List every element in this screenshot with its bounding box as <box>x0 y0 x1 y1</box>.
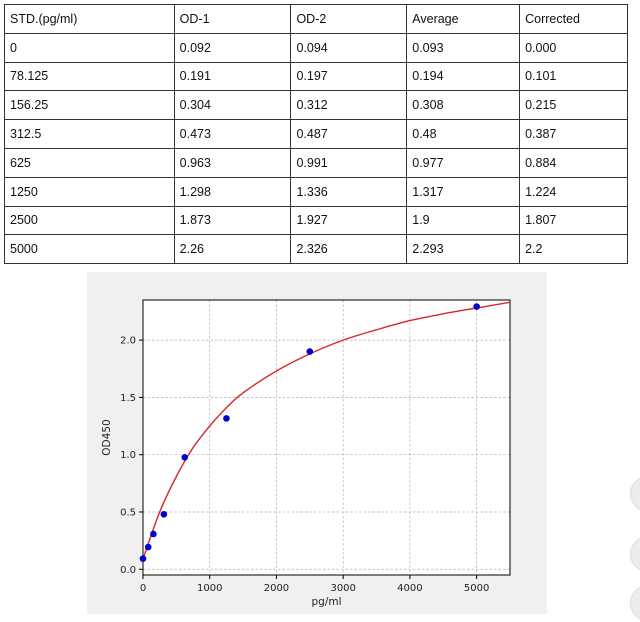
y-tick-label: 0.0 <box>120 565 136 576</box>
x-tick-label: 5000 <box>464 583 489 594</box>
table-cell: 0.092 <box>173 32 292 63</box>
x-tick-label: 2000 <box>264 583 289 594</box>
table-cell: 1.224 <box>519 176 628 207</box>
table-cell: 1.298 <box>173 176 292 207</box>
table-cell: 0.304 <box>173 90 292 121</box>
table-cell: 0.308 <box>406 90 521 121</box>
x-tick-label: 4000 <box>397 583 422 594</box>
x-axis-label: pg/ml <box>311 596 341 608</box>
table-cell: 156.25 <box>4 90 175 121</box>
table-cell: 1.317 <box>406 176 521 207</box>
data-point <box>144 543 152 551</box>
table-cell: 0.963 <box>173 147 292 178</box>
table-header-cell: OD-1 <box>173 4 292 34</box>
table-cell: 78.125 <box>4 61 175 92</box>
x-tick-label: 1000 <box>197 583 222 594</box>
table-cell: 1.873 <box>173 205 292 236</box>
table-cell: 1.336 <box>290 176 408 207</box>
plot-area <box>143 300 510 575</box>
table-cell: 5000 <box>4 234 175 265</box>
edge-circle-1 <box>630 476 640 512</box>
table-cell: 0.473 <box>173 119 292 149</box>
table-cell: 2.2 <box>519 234 628 265</box>
x-tick-label: 0 <box>140 583 146 594</box>
table-header-cell: Corrected <box>519 4 628 34</box>
table-cell: 0.191 <box>173 61 292 92</box>
table-cell: 1.9 <box>406 205 521 236</box>
table-header-cell: OD-2 <box>290 4 408 34</box>
standard-curve-chart-panel: 0 1000 2000 3000 4000 5000 0.0 0.5 1.0 1.5 2.0 pg/m… <box>87 272 547 614</box>
plot-frame <box>142 299 511 576</box>
standard-curve-table: STD.(pg/ml) OD-1 OD-2 Average Corrected 0 0.09… <box>4 4 628 265</box>
y-tick-label: 0.5 <box>120 507 136 518</box>
table-cell: 0.884 <box>519 147 628 178</box>
x-tick-label: 3000 <box>330 583 355 594</box>
table-cell: 0.194 <box>406 61 521 92</box>
table-cell: 0.093 <box>406 32 521 63</box>
y-axis-label: OD450 <box>101 419 113 455</box>
table-header-cell: Average <box>406 4 521 34</box>
table-cell: 0.387 <box>519 119 628 149</box>
data-point <box>181 454 189 461</box>
table-cell: 0 <box>4 32 175 63</box>
y-tick-label: 2.0 <box>120 336 136 347</box>
data-point <box>223 415 230 422</box>
standard-curve-chart: 0 1000 2000 3000 4000 5000 0.0 0.5 1.0 1.5 2.0 pg/m… <box>101 299 511 608</box>
table-row: 625 0.963 0.991 0.977 0.884 <box>4 147 628 178</box>
data-point <box>150 530 157 538</box>
table-cell: 2.26 <box>173 234 292 265</box>
table-cell: 0.991 <box>290 147 408 178</box>
table-row: 312.5 0.473 0.487 0.48 0.387 <box>4 119 628 149</box>
data-point <box>160 510 168 518</box>
table-row: 5000 2.26 2.326 2.293 2.2 <box>4 234 628 265</box>
table-cell: 0.312 <box>290 90 408 121</box>
table-cell: 1.807 <box>519 205 628 236</box>
table-cell: 2.293 <box>406 234 521 265</box>
edge-circle-2 <box>630 536 640 572</box>
table-cell: 0.101 <box>519 61 628 92</box>
table-cell: 0.215 <box>519 90 628 121</box>
table-cell: 2.326 <box>290 234 408 265</box>
table-cell: 0.094 <box>290 32 408 63</box>
y-tick-label: 1.5 <box>120 393 136 404</box>
table-row: 78.125 0.191 0.197 0.194 0.101 <box>4 61 628 92</box>
table-cell: 0.487 <box>290 119 408 149</box>
table-cell: 1250 <box>4 176 175 207</box>
data-point <box>139 555 147 562</box>
table-row: 0 0.092 0.094 0.093 0.000 <box>4 32 628 63</box>
table-cell: 0.48 <box>406 119 521 149</box>
table-header-row: STD.(pg/ml) OD-1 OD-2 Average Corrected <box>4 4 628 34</box>
table-row: 1250 1.298 1.336 1.317 1.224 <box>4 176 628 207</box>
table-row: 156.25 0.304 0.312 0.308 0.215 <box>4 90 628 121</box>
table-cell: 0.977 <box>406 147 521 178</box>
table-header-cell: STD.(pg/ml) <box>4 4 175 34</box>
data-point <box>473 303 480 310</box>
fit-curve-line <box>142 301 511 560</box>
data-point <box>306 348 314 355</box>
y-tick-label: 1.0 <box>120 450 136 461</box>
edge-circle-3 <box>630 585 640 621</box>
table-cell: 625 <box>4 147 175 178</box>
table-cell: 312.5 <box>4 119 175 149</box>
table-row: 2500 1.873 1.927 1.9 1.807 <box>4 205 628 236</box>
table-cell: 1.927 <box>290 205 408 236</box>
table-cell: 0.197 <box>290 61 408 92</box>
table-cell: 2500 <box>4 205 175 236</box>
table-cell: 0.000 <box>519 32 628 63</box>
